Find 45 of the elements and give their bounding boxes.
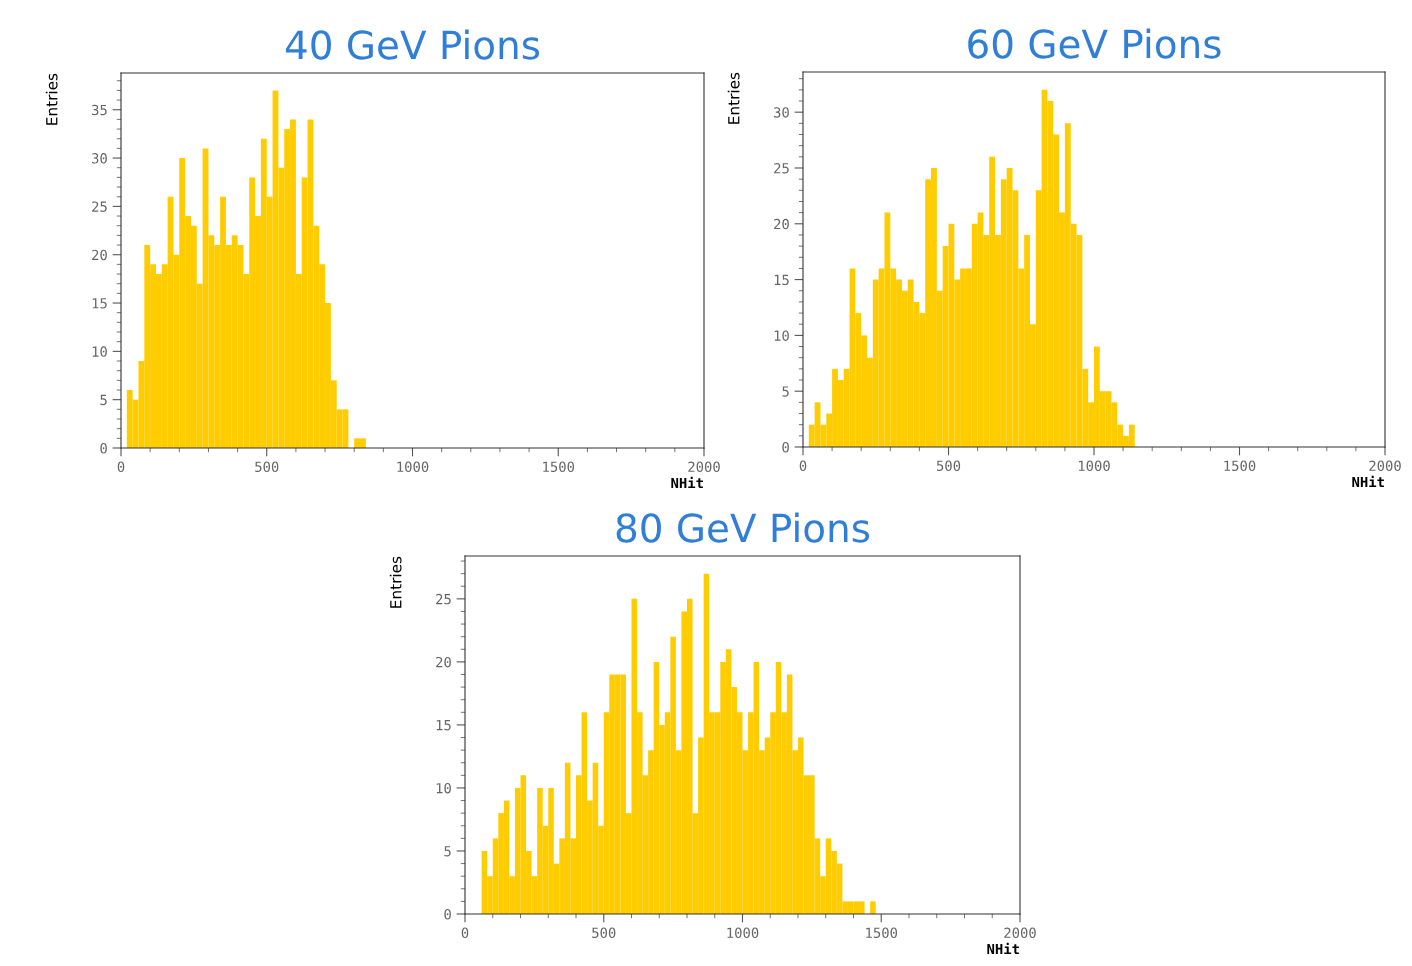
- y-tick-label: 30: [92, 153, 107, 164]
- y-tick-label: 25: [774, 162, 789, 174]
- x-tick-label: 1000: [397, 461, 429, 473]
- y-tick-label: 0: [782, 442, 789, 453]
- x-tick-label: 1500: [866, 927, 898, 939]
- y-tick-label: 35: [92, 104, 107, 116]
- x-axis-title: NHit: [1352, 475, 1384, 488]
- y-tick-label: 15: [774, 274, 789, 286]
- y-tick-label: 10: [774, 330, 789, 341]
- x-tick-label: 2000: [1369, 460, 1401, 472]
- y-tick-label: 10: [436, 782, 451, 794]
- x-tick-label: 0: [117, 461, 125, 473]
- y-tick-label: 5: [782, 386, 789, 397]
- x-tick-label: 2000: [688, 461, 720, 473]
- x-tick-label: 1000: [1078, 460, 1110, 472]
- y-tick-label: 25: [436, 593, 451, 605]
- x-tick-label: 0: [461, 927, 469, 939]
- y-tick-label: 20: [436, 656, 451, 668]
- x-axis-title: NHit: [671, 476, 703, 489]
- x-tick-label: 1500: [543, 461, 575, 473]
- y-tick-label: 20: [92, 249, 107, 261]
- x-tick-label: 0: [799, 460, 807, 472]
- x-tick-label: 500: [255, 461, 279, 473]
- y-tick-label: 25: [92, 201, 107, 212]
- x-tick-label: 1500: [1224, 460, 1256, 472]
- y-tick-label: 5: [100, 394, 107, 406]
- y-axis-title: Entries: [389, 556, 402, 608]
- chart-title: 80 GeV Pions: [616, 512, 870, 543]
- y-axis-title: Entries: [45, 73, 58, 125]
- y-tick-label: 20: [774, 218, 789, 230]
- y-tick-label: 10: [92, 346, 107, 357]
- x-tick-label: 500: [936, 460, 961, 472]
- y-tick-label: 30: [774, 107, 789, 118]
- x-tick-label: 1000: [727, 927, 759, 939]
- chart-title: 40 GeV Pions: [285, 29, 540, 60]
- y-axis-title: Entries: [727, 72, 740, 124]
- y-tick-label: 0: [444, 909, 451, 920]
- x-tick-label: 500: [592, 927, 616, 939]
- y-tick-label: 15: [92, 298, 107, 309]
- y-tick-label: 5: [444, 846, 451, 857]
- x-axis-title: NHit: [987, 942, 1019, 955]
- y-tick-label: 0: [100, 443, 107, 454]
- chart-title: 60 GeV Pions: [968, 28, 1221, 59]
- y-tick-label: 15: [436, 720, 451, 731]
- x-tick-label: 2000: [1004, 927, 1036, 939]
